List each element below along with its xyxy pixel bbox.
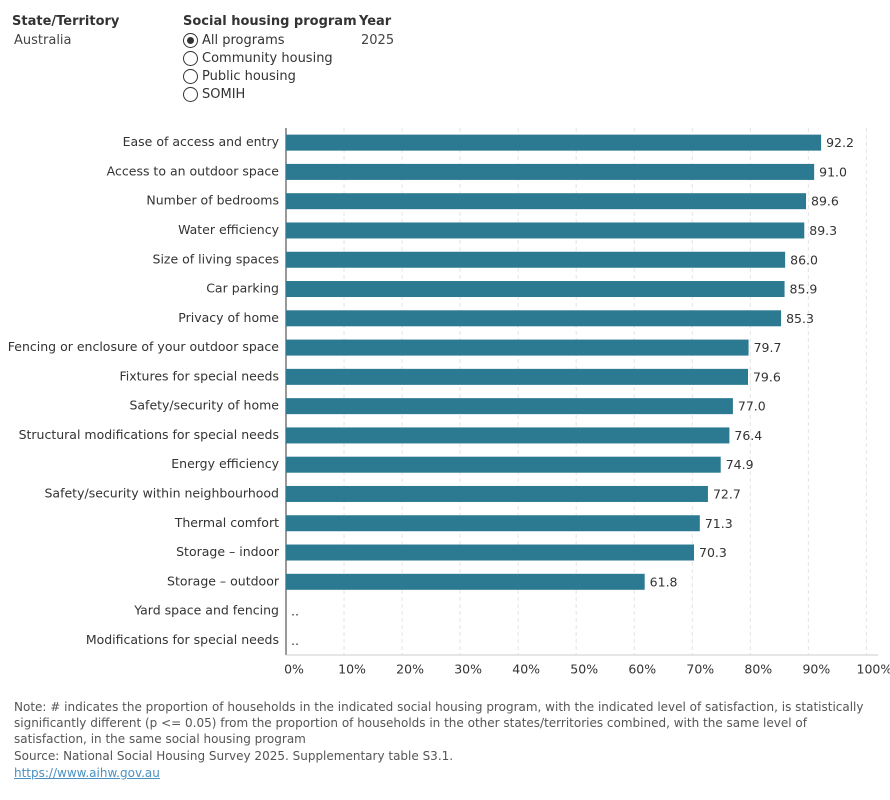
value-label: 74.9 <box>726 457 754 472</box>
x-tick-label: 0% <box>284 662 304 677</box>
bar <box>286 456 721 473</box>
y-tick-label: Fixtures for special needs <box>119 368 279 383</box>
x-tick-label: 70% <box>686 662 714 677</box>
y-tick-label: Yard space and fencing <box>133 603 279 618</box>
bar <box>286 368 748 385</box>
value-label: 79.6 <box>753 369 781 384</box>
x-tick-label: 90% <box>802 662 830 677</box>
value-label: 71.3 <box>705 516 733 531</box>
value-label: 89.3 <box>809 223 837 238</box>
value-label: 85.9 <box>790 282 818 297</box>
y-tick-label: Size of living spaces <box>153 251 279 266</box>
bar <box>286 251 786 268</box>
y-tick-label: Energy efficiency <box>171 456 279 471</box>
value-label: 86.0 <box>790 252 818 267</box>
x-tick-label: 60% <box>628 662 656 677</box>
radio-option[interactable]: Public housing <box>183 69 296 84</box>
radio-button[interactable] <box>183 69 198 84</box>
filter-label: State/Territory <box>12 14 120 29</box>
y-tick-label: Access to an outdoor space <box>107 163 280 178</box>
filter-value: 2025 <box>361 33 395 48</box>
filter-label: Year <box>359 14 392 29</box>
y-tick-label: Water efficiency <box>178 222 280 237</box>
source: Source: National Social Housing Survey 2… <box>14 749 454 763</box>
bar <box>286 222 805 239</box>
bar <box>286 573 645 590</box>
value-label: 70.3 <box>699 545 727 560</box>
y-tick-label: Modifications for special needs <box>86 632 279 647</box>
value-label: 89.6 <box>811 194 839 209</box>
x-tick-label: 10% <box>338 662 366 677</box>
filter-label: Social housing program <box>183 14 357 29</box>
y-tick-label: Safety/security of home <box>129 398 279 413</box>
radio-button[interactable] <box>183 87 198 102</box>
bar <box>286 544 695 561</box>
note: Note: # indicates the proportion of hous… <box>14 700 864 746</box>
x-tick-label: 100% <box>857 662 890 677</box>
x-tick-label: 30% <box>454 662 482 677</box>
y-tick-label: Structural modifications for special nee… <box>19 427 279 442</box>
value-label: 72.7 <box>713 486 741 501</box>
radio-option[interactable]: Community housing <box>183 51 333 66</box>
bar <box>286 193 807 210</box>
value-label: 77.0 <box>738 399 766 414</box>
chart: 0% 10% 20% 30% 40% 50% 60% 70% 80% 90% 100% Ease of… <box>8 128 890 677</box>
y-tick-label: Number of bedrooms <box>146 193 279 208</box>
y-tick-label: Car parking <box>206 281 279 296</box>
radio-option[interactable]: SOMIH <box>183 87 245 102</box>
bar <box>286 339 749 356</box>
radio-button[interactable] <box>183 33 198 48</box>
y-tick-label: Thermal comfort <box>174 515 279 530</box>
bar <box>286 310 782 327</box>
value-label: .. <box>291 604 299 619</box>
bar <box>286 163 815 180</box>
value-label: 79.7 <box>754 340 782 355</box>
x-tick-label: 50% <box>570 662 598 677</box>
radio-option[interactable]: All programs <box>183 33 285 48</box>
y-tick-label: Privacy of home <box>178 310 279 325</box>
link[interactable]: https://www.aihw.gov.au <box>14 766 160 780</box>
value-label: 92.2 <box>826 135 854 150</box>
radio-label[interactable]: Community housing <box>202 51 333 66</box>
bar <box>286 485 708 502</box>
y-tick-label: Fencing or enclosure of your outdoor spa… <box>8 339 280 354</box>
x-tick-label: 80% <box>744 662 772 677</box>
x-tick-label: 20% <box>396 662 424 677</box>
y-tick-label: Storage – outdoor <box>167 573 280 588</box>
bar <box>286 134 822 151</box>
value-label: 85.3 <box>786 311 814 326</box>
y-tick-label: Ease of access and entry <box>123 134 280 149</box>
value-label: .. <box>291 633 299 648</box>
bar <box>286 281 785 298</box>
radio-label[interactable]: SOMIH <box>202 87 246 102</box>
radio-label[interactable]: Public housing <box>202 69 296 84</box>
x-tick-label: 40% <box>512 662 540 677</box>
value-label: 61.8 <box>650 574 678 589</box>
value-label: 91.0 <box>819 164 847 179</box>
bar <box>286 398 733 415</box>
radio-button[interactable] <box>183 51 198 66</box>
value-label: 76.4 <box>734 428 762 443</box>
bar <box>286 515 700 532</box>
y-tick-label: Safety/security within neighbourhood <box>45 485 280 500</box>
y-tick-label: Storage – indoor <box>176 544 280 559</box>
radio-label[interactable]: All programs <box>202 33 285 48</box>
filter-value: Australia <box>14 33 72 48</box>
bar <box>286 427 730 444</box>
